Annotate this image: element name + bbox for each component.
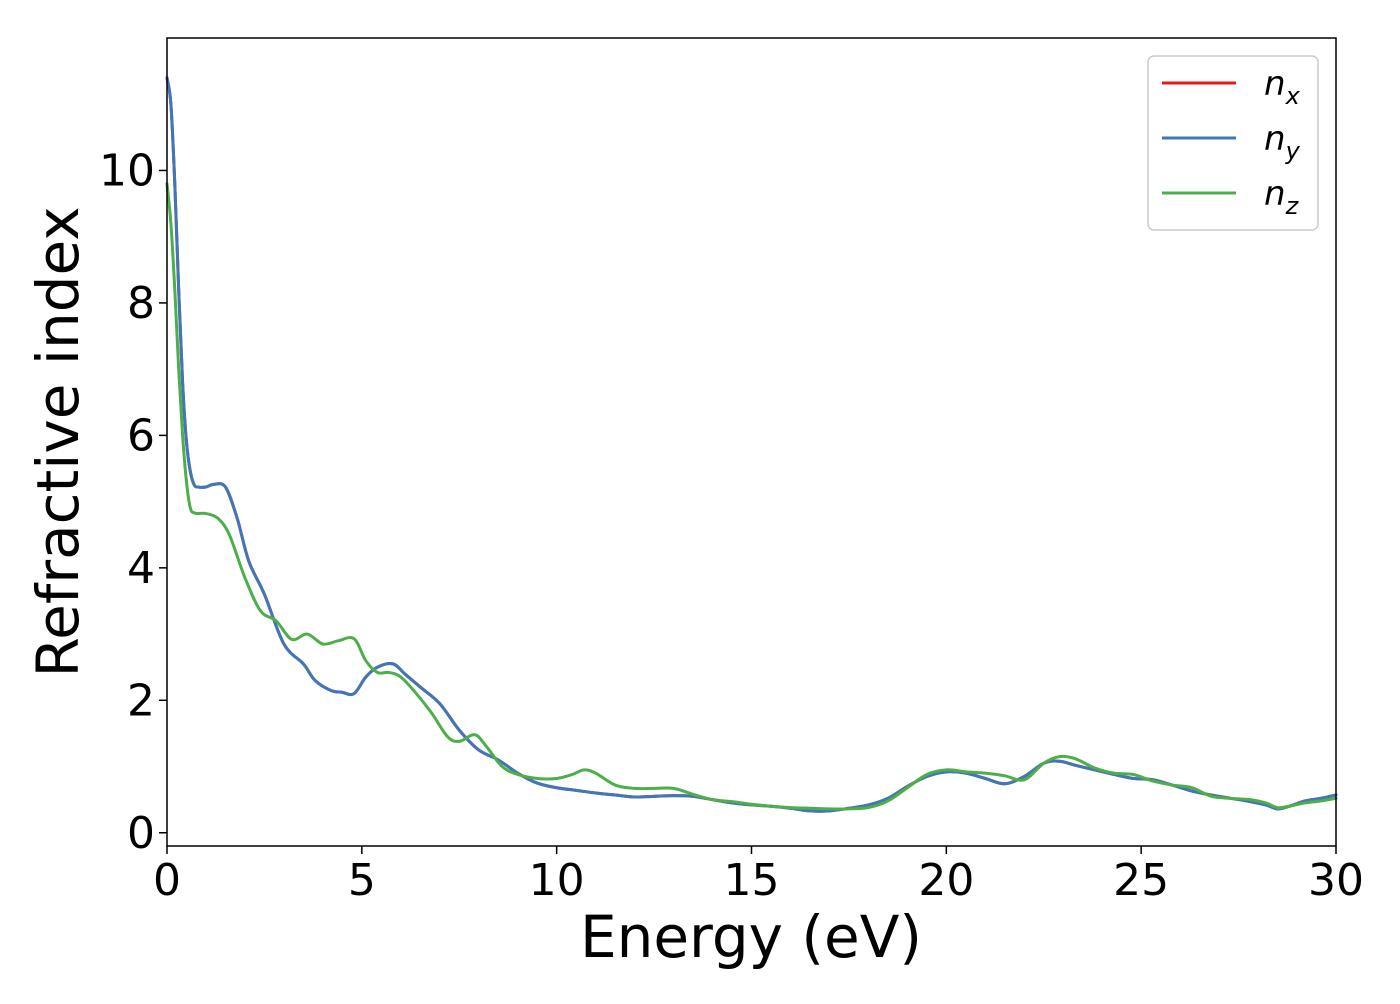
legend-box [1147, 55, 1319, 231]
legend-label-n-y: ny [1264, 119, 1301, 165]
x-axis-ticks: 0 5 10 15 20 25 30 [153, 846, 1364, 906]
y-tick-label: 0 [127, 808, 155, 859]
legend-label-n-x: nx [1264, 64, 1301, 110]
x-tick-label: 10 [529, 855, 585, 906]
y-axis-ticks: 0 2 4 6 8 10 [99, 145, 167, 859]
y-tick-label: 6 [127, 410, 155, 461]
y-tick-label: 10 [99, 145, 155, 196]
x-axis-label: Energy (eV) [580, 903, 922, 971]
legend-label-n-z: nz [1264, 174, 1300, 220]
legend: nx ny nz [1147, 55, 1319, 231]
y-tick-label: 4 [127, 543, 155, 594]
series-layer [165, 76, 1338, 813]
x-tick-label: 30 [1308, 855, 1364, 906]
x-tick-label: 0 [153, 855, 181, 906]
x-tick-label: 25 [1113, 855, 1169, 906]
x-tick-label: 5 [348, 855, 376, 906]
y-axis-label: Refractive index [24, 206, 92, 677]
series-line-n-y [165, 76, 1338, 813]
series-line-n-z [165, 182, 1338, 811]
x-tick-label: 15 [724, 855, 780, 906]
y-tick-label: 8 [127, 278, 155, 329]
y-tick-label: 2 [127, 675, 155, 726]
x-tick-label: 20 [918, 855, 974, 906]
